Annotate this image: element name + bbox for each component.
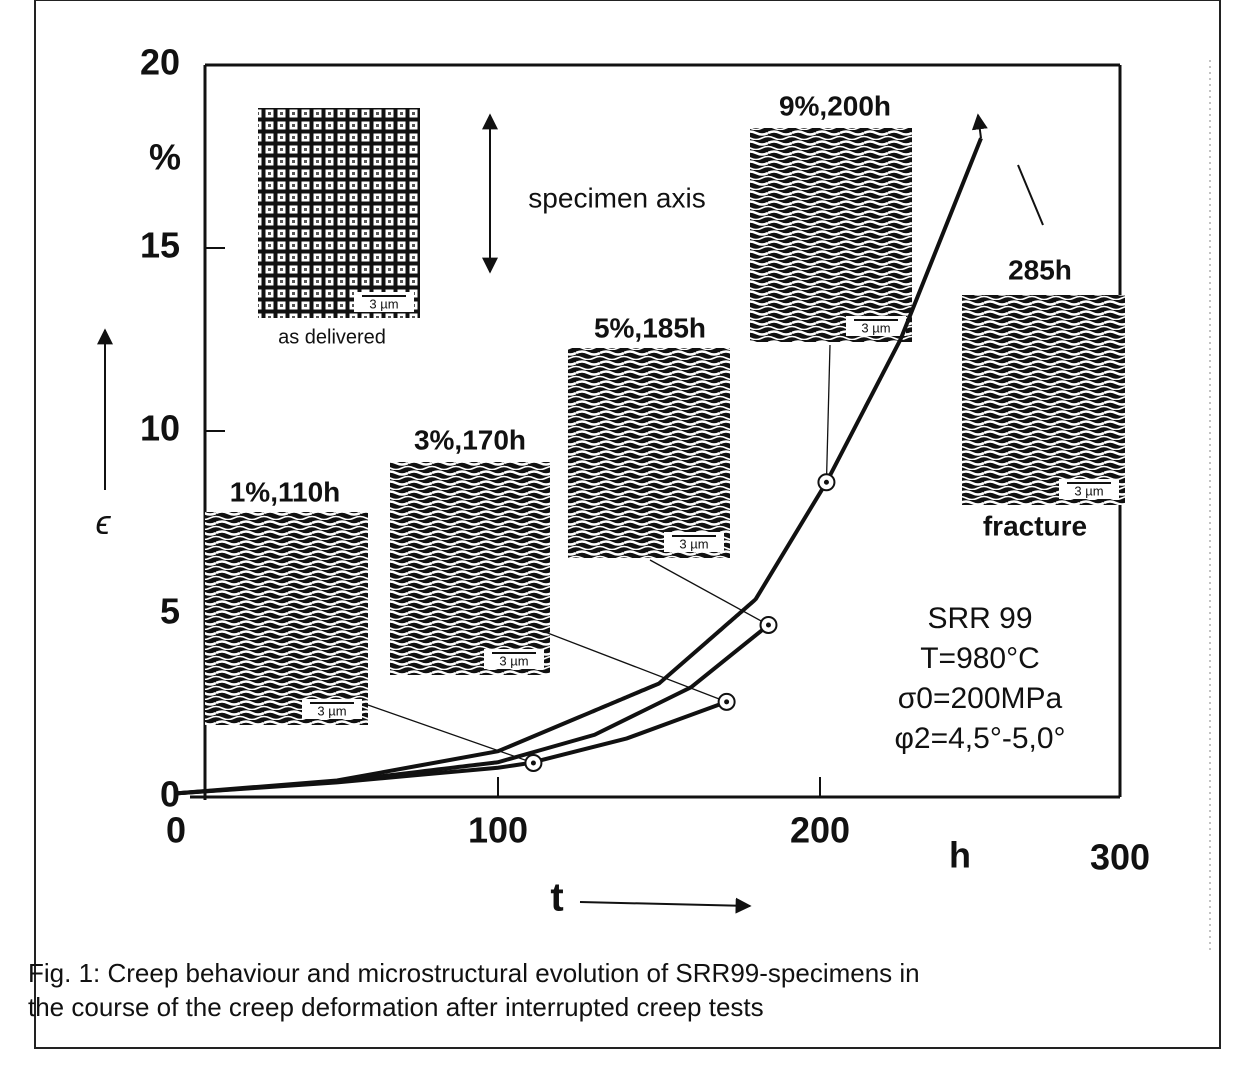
leader-line bbox=[825, 344, 831, 483]
scale-label: 3 µm bbox=[317, 703, 346, 718]
x-tick-label: 0 bbox=[166, 810, 186, 851]
y-tick-label: 10 bbox=[140, 408, 180, 449]
scale-label: 3 µm bbox=[1074, 483, 1103, 498]
micrograph bbox=[750, 128, 912, 342]
y-tick-label: 20 bbox=[140, 42, 180, 83]
micrograph-label: 9%,200h bbox=[779, 90, 891, 121]
axis-note: specimen axis bbox=[528, 182, 705, 213]
caption: the course of the creep deformation afte… bbox=[28, 992, 764, 1022]
scale-label: 3 µm bbox=[679, 536, 708, 551]
micrograph bbox=[390, 462, 550, 675]
micrograph-label: 1%,110h bbox=[230, 476, 341, 507]
y-tick-label: 0 bbox=[160, 774, 180, 815]
creep-curve bbox=[175, 137, 983, 796]
test-point-dot bbox=[823, 479, 829, 485]
annotation: φ2=4,5°-5,0° bbox=[894, 722, 1065, 755]
test-point-dot bbox=[530, 760, 536, 766]
pointer bbox=[1017, 164, 1044, 226]
leader-line bbox=[649, 559, 769, 626]
test-point-dot bbox=[765, 622, 771, 628]
y-unit: % bbox=[149, 137, 181, 178]
micrograph-label: 5%,185h bbox=[594, 312, 706, 343]
scale-label: 3 µm bbox=[861, 320, 890, 335]
test-point-dot bbox=[724, 699, 730, 705]
y-label: ϵ bbox=[96, 504, 112, 542]
annotation: σ0=200MPa bbox=[898, 682, 1063, 715]
micrograph bbox=[962, 295, 1125, 505]
curve-arrow bbox=[971, 113, 988, 139]
micrograph-label: as delivered bbox=[278, 326, 386, 348]
frame bbox=[34, 0, 1221, 1049]
annotation: SRR 99 bbox=[927, 602, 1032, 635]
micrograph-label: 285h bbox=[1008, 254, 1072, 285]
y-tick-label: 15 bbox=[140, 225, 180, 266]
micrograph bbox=[258, 108, 420, 318]
leader-line bbox=[367, 704, 534, 764]
x-label: t bbox=[550, 876, 563, 920]
annotation: T=980°C bbox=[920, 642, 1040, 675]
scale-label: 3 µm bbox=[369, 296, 398, 311]
fracture-label: fracture bbox=[983, 510, 1087, 541]
micrograph-label: 3%,170h bbox=[414, 424, 526, 455]
x-arrow bbox=[579, 897, 752, 914]
caption: Fig. 1: Creep behaviour and microstructu… bbox=[28, 958, 920, 988]
x-tick-label: 200 bbox=[790, 810, 850, 851]
x-tick-label: 300 bbox=[1090, 837, 1150, 878]
scale-label: 3 µm bbox=[499, 653, 528, 668]
x-tick-label: 100 bbox=[468, 810, 528, 851]
y-tick-label: 5 bbox=[160, 591, 180, 632]
micrograph bbox=[205, 512, 368, 725]
micrograph bbox=[568, 348, 730, 558]
x-unit: h bbox=[949, 835, 971, 876]
leader-line bbox=[544, 631, 727, 703]
